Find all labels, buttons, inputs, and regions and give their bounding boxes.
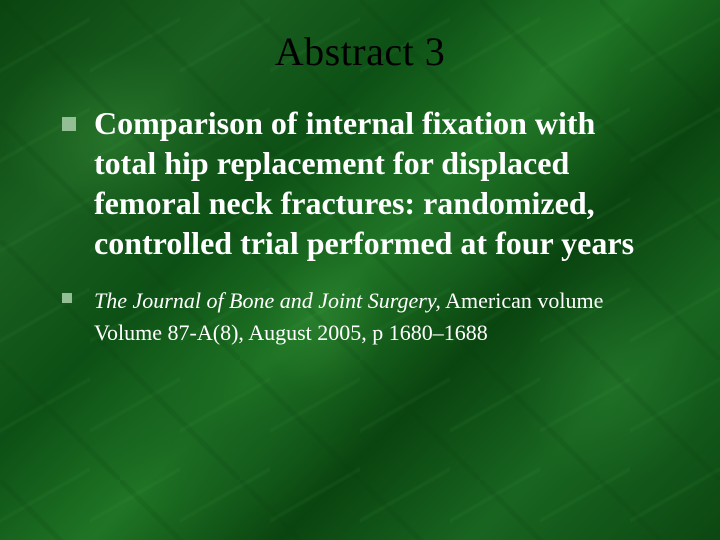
bullet-main-text: Comparison of internal fixation with tot… — [94, 103, 660, 263]
slide-title: Abstract 3 — [60, 28, 660, 75]
bullet-citation-text: The Journal of Bone and Joint Surgery, A… — [94, 285, 660, 349]
bullet-square-icon — [62, 117, 76, 131]
bullet-item-citation: The Journal of Bone and Joint Surgery, A… — [60, 285, 660, 349]
bullet-square-icon — [62, 293, 72, 303]
bullet-item-main: Comparison of internal fixation with tot… — [60, 103, 660, 263]
slide-container: Abstract 3 Comparison of internal fixati… — [0, 0, 720, 540]
bullet-list: Comparison of internal fixation with tot… — [60, 103, 660, 349]
journal-name: The Journal of Bone and Joint Surgery, — [94, 288, 441, 313]
